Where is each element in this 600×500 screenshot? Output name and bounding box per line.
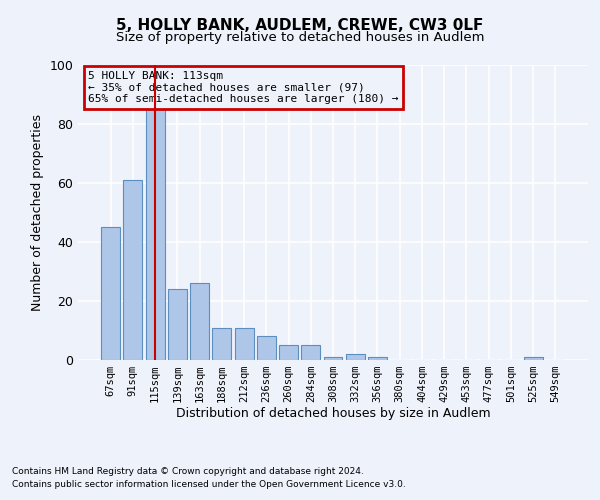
Bar	[190, 284, 209, 360]
Bar	[524, 357, 542, 360]
Text: 5, HOLLY BANK, AUDLEM, CREWE, CW3 0LF: 5, HOLLY BANK, AUDLEM, CREWE, CW3 0LF	[116, 18, 484, 32]
Bar	[212, 328, 231, 360]
Bar	[124, 180, 142, 360]
Text: 5 HOLLY BANK: 113sqm
← 35% of detached houses are smaller (97)
65% of semi-detac: 5 HOLLY BANK: 113sqm ← 35% of detached h…	[88, 71, 398, 104]
Bar	[101, 227, 120, 360]
Bar	[346, 354, 365, 360]
Text: Size of property relative to detached houses in Audlem: Size of property relative to detached ho…	[116, 31, 484, 44]
Bar	[235, 328, 254, 360]
Bar	[301, 345, 320, 360]
Bar	[368, 357, 387, 360]
Bar	[146, 110, 164, 360]
Bar	[323, 357, 343, 360]
Text: Distribution of detached houses by size in Audlem: Distribution of detached houses by size …	[176, 408, 490, 420]
Bar	[168, 289, 187, 360]
Y-axis label: Number of detached properties: Number of detached properties	[31, 114, 44, 311]
Text: Contains HM Land Registry data © Crown copyright and database right 2024.: Contains HM Land Registry data © Crown c…	[12, 467, 364, 476]
Bar	[279, 345, 298, 360]
Text: Contains public sector information licensed under the Open Government Licence v3: Contains public sector information licen…	[12, 480, 406, 489]
Bar	[257, 336, 276, 360]
